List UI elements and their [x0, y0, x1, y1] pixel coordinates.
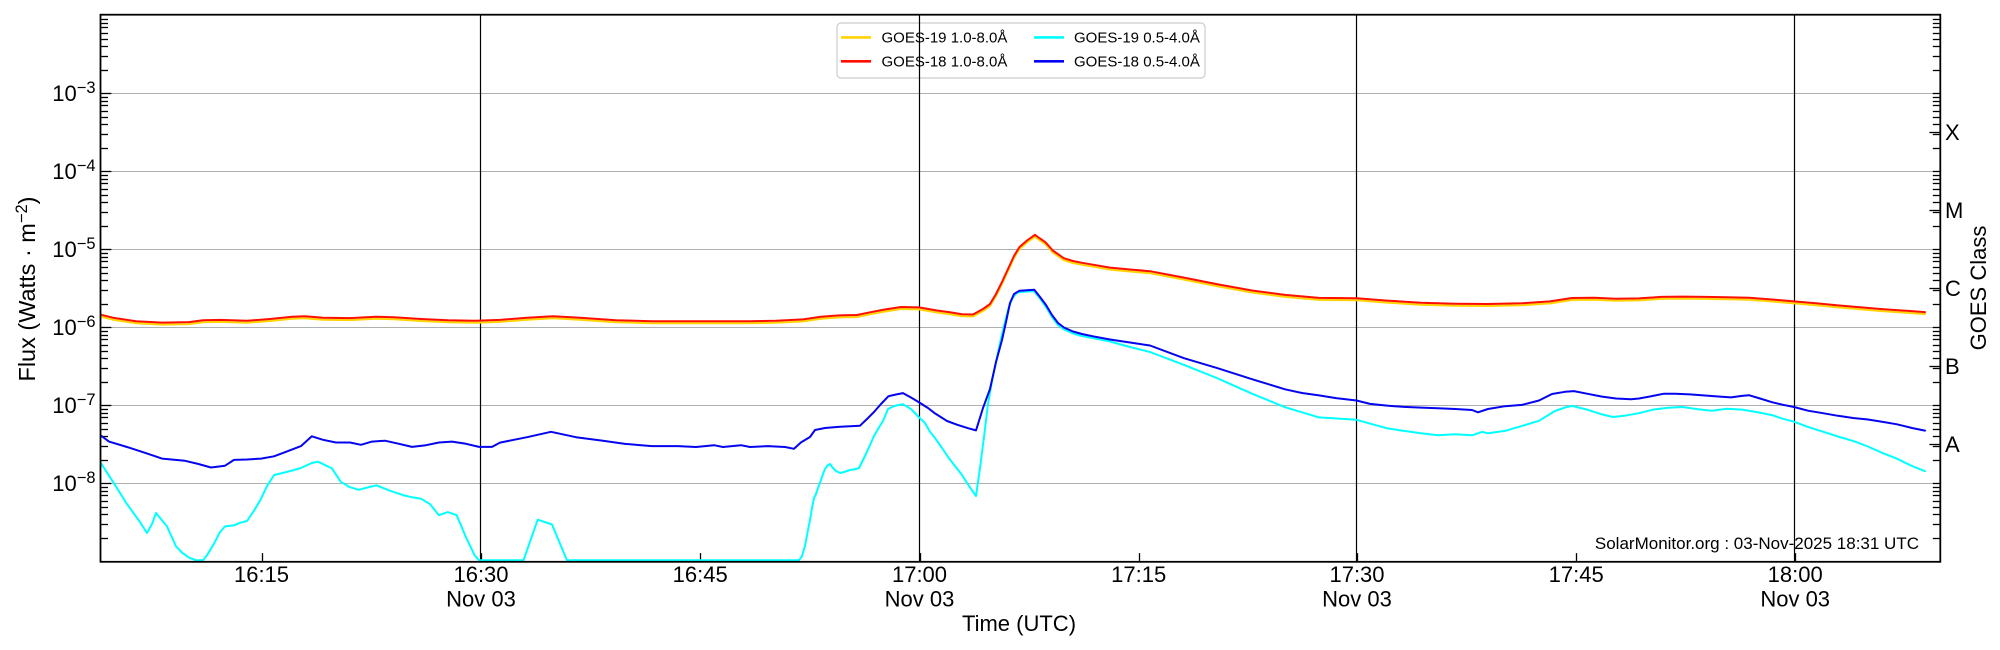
- svg-text:Time (UTC): Time (UTC): [962, 611, 1076, 636]
- svg-text:10−5: 10−5: [52, 235, 95, 262]
- svg-text:10−4: 10−4: [52, 157, 95, 184]
- svg-text:17:00: 17:00: [892, 562, 947, 587]
- svg-text:GOES-18 1.0-8.0Å: GOES-18 1.0-8.0Å: [882, 53, 1008, 70]
- svg-text:X: X: [1945, 120, 1960, 145]
- svg-text:Nov 03: Nov 03: [1760, 587, 1830, 612]
- svg-text:B: B: [1945, 354, 1960, 379]
- svg-text:17:45: 17:45: [1549, 562, 1604, 587]
- svg-text:A: A: [1945, 432, 1960, 457]
- svg-text:10−7: 10−7: [52, 391, 95, 418]
- svg-text:M: M: [1945, 198, 1963, 223]
- svg-text:18:00: 18:00: [1768, 562, 1823, 587]
- svg-text:Flux (Watts · m−2): Flux (Watts · m−2): [13, 196, 40, 381]
- svg-text:GOES-18 0.5-4.0Å: GOES-18 0.5-4.0Å: [1074, 53, 1200, 70]
- svg-text:GOES Class: GOES Class: [1966, 226, 1991, 351]
- svg-text:SolarMonitor.org : 03-Nov-2025: SolarMonitor.org : 03-Nov-2025 18:31 UTC: [1595, 534, 1919, 553]
- svg-text:17:30: 17:30: [1329, 562, 1384, 587]
- svg-text:Nov 03: Nov 03: [885, 587, 955, 612]
- svg-text:Nov 03: Nov 03: [446, 587, 516, 612]
- svg-text:10−8: 10−8: [52, 469, 95, 496]
- svg-text:GOES-19 0.5-4.0Å: GOES-19 0.5-4.0Å: [1074, 30, 1200, 47]
- svg-text:GOES-19 1.0-8.0Å: GOES-19 1.0-8.0Å: [882, 30, 1008, 47]
- svg-text:Nov 03: Nov 03: [1322, 587, 1392, 612]
- svg-text:10−3: 10−3: [52, 79, 95, 106]
- svg-text:10−6: 10−6: [52, 313, 95, 340]
- svg-text:16:45: 16:45: [673, 562, 728, 587]
- svg-text:16:15: 16:15: [234, 562, 289, 587]
- svg-text:C: C: [1945, 276, 1961, 301]
- svg-text:16:30: 16:30: [453, 562, 508, 587]
- svg-text:17:15: 17:15: [1111, 562, 1166, 587]
